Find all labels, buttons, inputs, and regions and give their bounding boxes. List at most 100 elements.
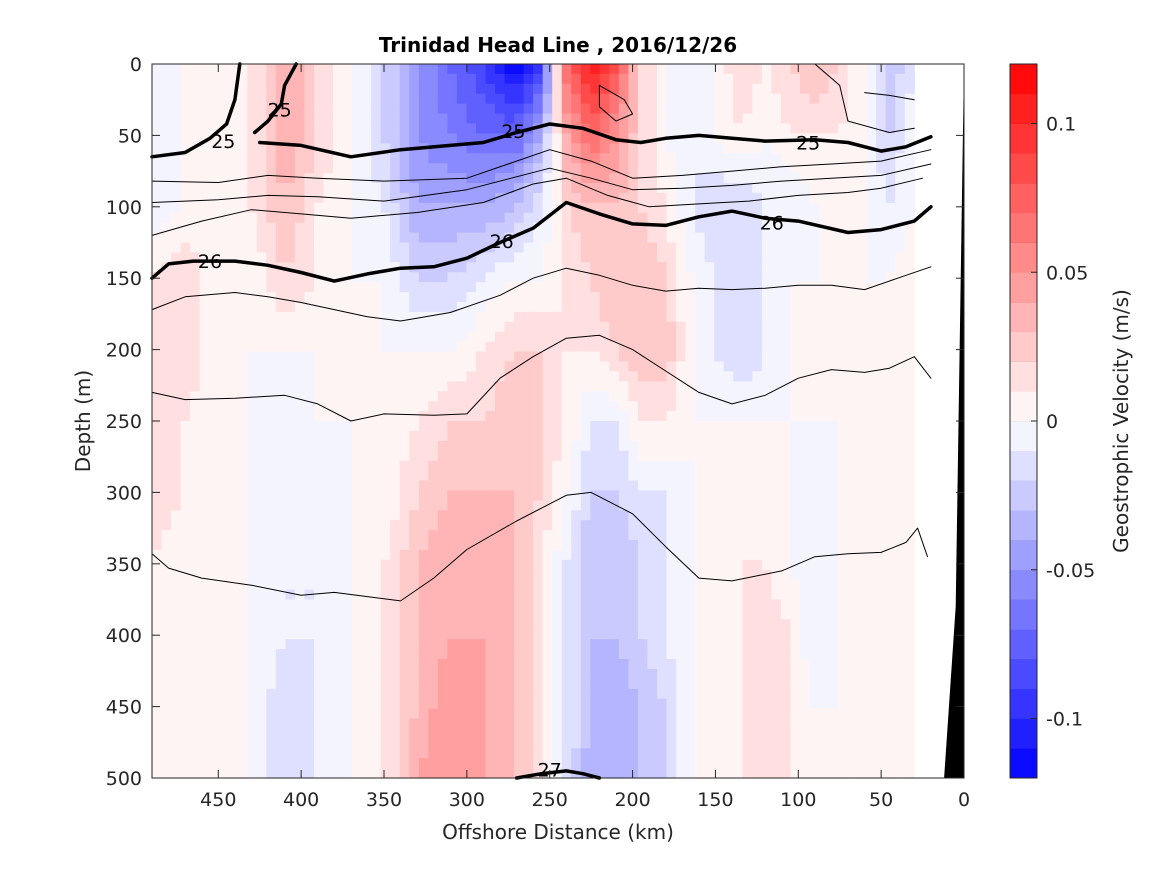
velocity-cell — [514, 639, 525, 650]
velocity-cell — [895, 639, 906, 650]
velocity-cell — [704, 500, 715, 511]
velocity-cell — [342, 93, 353, 105]
velocity-cell — [637, 173, 649, 184]
velocity-cell — [790, 421, 801, 432]
velocity-cell — [571, 143, 582, 154]
velocity-cell — [847, 113, 858, 125]
velocity-cell — [533, 232, 544, 244]
velocity-cell — [266, 589, 277, 601]
velocity-cell — [190, 668, 201, 680]
velocity-cell — [637, 321, 649, 333]
velocity-cell — [657, 421, 668, 432]
velocity-cell — [399, 391, 410, 402]
velocity-cell — [542, 569, 553, 581]
velocity-cell — [504, 391, 515, 402]
velocity-cell — [771, 113, 782, 125]
velocity-cell — [190, 569, 201, 581]
velocity-cell — [161, 391, 172, 402]
velocity-cell — [628, 302, 639, 313]
velocity-cell — [466, 460, 477, 472]
velocity-cell — [799, 292, 811, 303]
velocity-cell — [285, 559, 296, 571]
velocity-cell — [904, 599, 915, 611]
velocity-cell — [342, 292, 353, 303]
velocity-cell — [733, 629, 744, 640]
velocity-cell — [475, 678, 487, 690]
velocity-cell — [256, 212, 267, 224]
velocity-cell — [761, 252, 772, 263]
velocity-cell — [609, 649, 620, 660]
velocity-cell — [685, 64, 696, 75]
velocity-cell — [895, 173, 906, 184]
velocity-cell — [819, 163, 830, 174]
velocity-cell — [752, 361, 763, 373]
velocity-cell — [695, 381, 706, 392]
velocity-cell — [361, 321, 372, 333]
velocity-cell — [580, 530, 591, 541]
velocity-cell — [475, 589, 487, 601]
velocity-cell — [218, 579, 229, 591]
velocity-cell — [637, 272, 649, 283]
velocity-cell — [523, 649, 534, 660]
velocity-cell — [199, 371, 210, 382]
velocity-cell — [895, 391, 906, 402]
velocity-cell — [637, 470, 649, 482]
velocity-cell — [514, 668, 525, 680]
velocity-cell — [418, 401, 429, 412]
velocity-cell — [637, 143, 649, 154]
velocity-cell — [275, 569, 286, 581]
velocity-cell — [733, 163, 744, 174]
velocity-cell — [294, 421, 306, 432]
velocity-cell — [447, 93, 458, 105]
velocity-cell — [466, 510, 477, 521]
velocity-cell — [342, 232, 353, 244]
velocity-cell — [637, 163, 649, 174]
velocity-cell — [504, 302, 515, 313]
velocity-cell — [609, 480, 620, 492]
velocity-cell — [409, 559, 420, 571]
velocity-cell — [256, 659, 267, 670]
velocity-cell — [495, 421, 506, 432]
velocity-cell — [380, 460, 391, 472]
velocity-cell — [723, 371, 734, 382]
velocity-cell — [542, 73, 553, 85]
velocity-cell — [313, 321, 325, 333]
velocity-cell — [799, 668, 811, 680]
velocity-cell — [466, 113, 477, 125]
velocity-cell — [599, 143, 610, 154]
velocity-cell — [409, 183, 420, 194]
velocity-cell — [895, 311, 906, 323]
velocity-cell — [485, 639, 496, 650]
velocity-cell — [828, 311, 839, 323]
velocity-cell — [542, 460, 553, 472]
velocity-cell — [418, 411, 429, 422]
velocity-cell — [685, 629, 696, 640]
velocity-cell — [199, 421, 210, 432]
velocity-cell — [228, 212, 239, 224]
velocity-cell — [171, 470, 182, 482]
velocity-cell — [590, 202, 601, 214]
velocity-cell — [590, 173, 601, 184]
velocity-cell — [428, 440, 439, 452]
velocity-cell — [161, 153, 172, 164]
velocity-cell — [495, 371, 506, 382]
velocity-cell — [475, 440, 487, 452]
velocity-cell — [514, 153, 525, 164]
velocity-cell — [685, 569, 696, 581]
velocity-cell — [666, 609, 677, 620]
velocity-cell — [571, 381, 582, 392]
velocity-cell — [380, 192, 391, 204]
velocity-cell — [152, 103, 163, 115]
velocity-cell — [380, 173, 391, 184]
velocity-cell — [809, 549, 820, 561]
velocity-cell — [647, 222, 658, 234]
velocity-cell — [904, 401, 915, 412]
velocity-cell — [190, 371, 201, 382]
velocity-cell — [275, 579, 286, 591]
velocity-cell — [752, 351, 763, 363]
velocity-cell — [657, 252, 668, 263]
velocity-cell — [780, 272, 792, 283]
velocity-cell — [180, 540, 191, 551]
velocity-cell — [809, 64, 820, 75]
velocity-cell — [218, 321, 229, 333]
